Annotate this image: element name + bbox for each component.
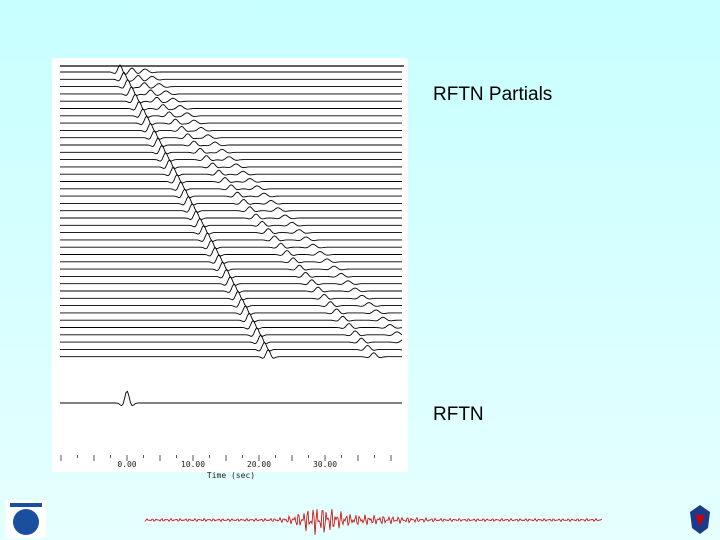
trace [60,86,402,96]
trace [60,247,402,257]
trace [60,188,402,199]
trace [60,196,402,206]
trace [60,239,402,250]
trace [60,305,402,315]
trace [60,341,403,352]
trace [60,232,402,242]
label-rftn: RFTN [433,404,484,425]
trace [60,173,402,184]
trace [60,297,402,308]
trace [60,210,402,221]
trace [60,261,402,272]
trace [60,312,402,323]
trace [60,334,403,345]
trace [60,181,402,191]
trace [60,115,402,126]
logo-right [690,505,710,534]
trace [60,64,402,75]
trace [60,349,403,359]
trace [60,122,402,133]
trace [60,144,402,155]
trace-rftn [60,390,402,407]
tick-label: 30.00 [313,460,337,469]
axis-ticks [60,455,392,461]
trace [60,203,402,213]
trace [60,276,402,286]
trace [60,78,402,89]
label-partials: RFTN Partials [433,84,553,105]
trace [60,283,402,293]
axis-title: Time (sec) [207,471,255,480]
trace [60,217,402,228]
trace [60,130,402,140]
tick-label: 0.00 [117,460,136,469]
trace [60,93,402,104]
plot-panel [52,58,408,472]
trace [60,327,403,337]
seismogram [144,508,603,535]
trace [60,101,402,111]
traces [60,64,403,407]
tick-label: 10.00 [181,460,205,469]
trace [60,152,402,162]
trace [60,108,402,118]
trace [60,137,402,148]
trace [60,225,402,235]
trace [60,159,402,169]
tick-label: 20.00 [247,460,271,469]
trace [60,254,402,264]
logo-left [6,500,46,538]
trace [60,291,402,301]
trace [60,167,402,177]
trace [60,72,402,82]
trace [60,320,403,330]
